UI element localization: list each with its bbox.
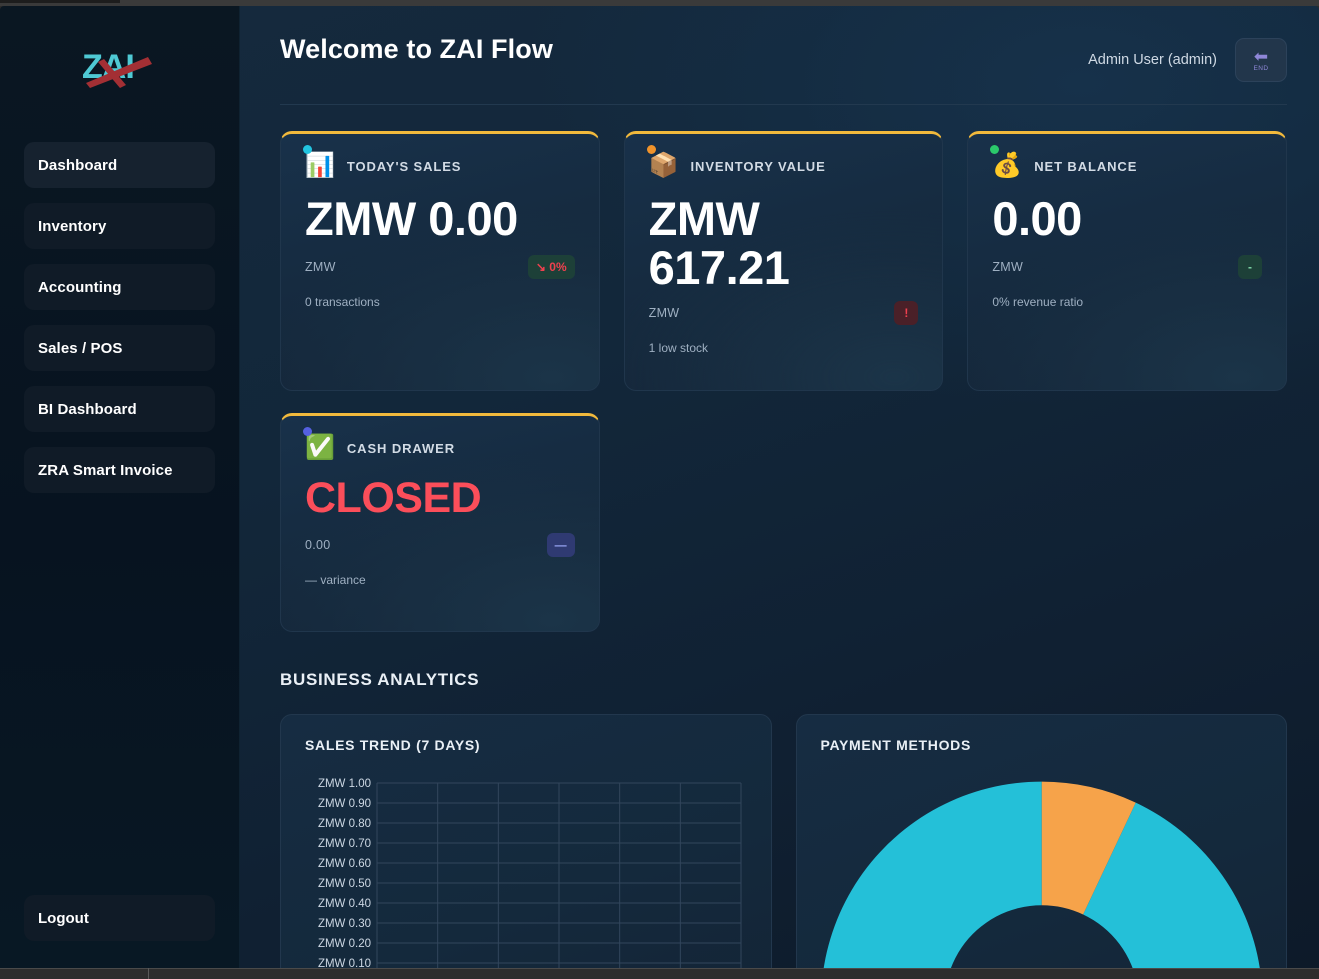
payment-methods-svg bbox=[821, 781, 1263, 968]
kpi-footnote: 0 transactions bbox=[305, 295, 380, 310]
check-mark-icon: ✅ bbox=[303, 427, 335, 460]
package-icon: 📦 bbox=[646, 145, 679, 178]
y-axis-tick-label: ZMW 0.70 bbox=[318, 838, 371, 850]
kpi-header: ✅ CASH DRAWER bbox=[303, 427, 575, 460]
sidebar-item-accounting[interactable]: Accounting bbox=[24, 264, 215, 310]
kpi-trend-badge[interactable]: - bbox=[1237, 255, 1262, 280]
logout-button[interactable]: Logout bbox=[24, 895, 215, 941]
kpi-value: CLOSED bbox=[305, 474, 482, 522]
panel-title: PAYMENT METHODS bbox=[820, 737, 972, 753]
application-window: ZAI Dashboard Inventory Accounting Sales… bbox=[0, 6, 1319, 968]
end-button-caption: END bbox=[1253, 64, 1269, 72]
y-axis-tick-label: ZMW 0.60 bbox=[318, 858, 371, 870]
sales-trend-chart[interactable]: ZMW 1.00 ZMW 0.90 ZMW 0.80 ZMW 0.70 ZMW 0.60… bbox=[305, 775, 747, 968]
y-axis-tick-label: ZMW 0.40 bbox=[318, 898, 371, 910]
kpi-footnote: 1 low stock bbox=[648, 340, 709, 355]
sidebar-item-label: BI Dashboard bbox=[38, 400, 137, 418]
panel-sales-trend: SALES TREND (7 DAYS) ZMW 1.00 ZMW 0.90 ZMW… bbox=[280, 714, 772, 968]
sidebar-item-sales-pos[interactable]: Sales / POS bbox=[24, 325, 215, 371]
kpi-title: TODAY'S SALES bbox=[346, 158, 462, 174]
kpi-card-net-balance[interactable]: 💰 NET BALANCE 0.00 ZMW - 0% revenue rati… bbox=[967, 131, 1287, 391]
sidebar-nav: Dashboard Inventory Accounting Sales / P… bbox=[0, 124, 239, 493]
sidebar-item-label: Accounting bbox=[38, 278, 122, 296]
payment-methods-chart[interactable] bbox=[821, 767, 1263, 968]
donut-slice[interactable] bbox=[1041, 781, 1136, 915]
kpi-header: 💰 NET BALANCE bbox=[990, 145, 1262, 178]
status-dot bbox=[990, 145, 1000, 154]
zai-logo: ZAI bbox=[82, 45, 158, 88]
sidebar: ZAI Dashboard Inventory Accounting Sales… bbox=[0, 6, 240, 968]
kpi-meta-row: 0.00 — bbox=[305, 533, 575, 558]
money-bag-icon: 💰 bbox=[990, 145, 1022, 178]
y-axis-tick-label: ZMW 0.90 bbox=[318, 798, 371, 810]
kpi-header: 📊 TODAY'S SALES bbox=[303, 145, 575, 178]
kpi-card-grid: 📊 TODAY'S SALES ZMW 0.00 ZMW ↘ 0% 0 tran… bbox=[280, 131, 1287, 632]
panel-payment-methods: PAYMENT METHODS bbox=[795, 714, 1287, 968]
kpi-currency: ZMW bbox=[992, 260, 1024, 275]
kpi-title: NET BALANCE bbox=[1034, 158, 1138, 174]
kpi-meta-row: ZMW ! bbox=[648, 300, 919, 325]
main-content: Welcome to ZAI Flow Admin User (admin) ⬅… bbox=[240, 6, 1319, 968]
sidebar-item-label: ZRA Smart Invoice bbox=[38, 461, 173, 479]
kpi-card-cash-drawer[interactable]: ✅ CASH DRAWER CLOSED 0.00 — — variance bbox=[280, 413, 600, 632]
os-chrome-top-bar bbox=[0, 0, 1319, 6]
sidebar-item-inventory[interactable]: Inventory bbox=[24, 203, 215, 249]
os-chrome-divider bbox=[148, 968, 149, 979]
sidebar-item-dashboard[interactable]: Dashboard bbox=[24, 142, 215, 188]
logout-container: Logout bbox=[0, 895, 239, 968]
analytics-section-title: BUSINESS ANALYTICS bbox=[280, 670, 480, 689]
panel-title: SALES TREND (7 DAYS) bbox=[305, 737, 481, 753]
sidebar-item-bi-dashboard[interactable]: BI Dashboard bbox=[24, 386, 215, 432]
logout-label: Logout bbox=[38, 909, 89, 927]
kpi-currency: ZMW bbox=[648, 305, 680, 320]
end-session-button[interactable]: ⬅ END bbox=[1235, 38, 1287, 82]
kpi-alert-badge[interactable]: ! bbox=[894, 300, 919, 325]
sidebar-item-label: Inventory bbox=[38, 217, 107, 235]
header-actions: Admin User (admin) ⬅ END bbox=[1088, 34, 1287, 82]
logo-container[interactable]: ZAI bbox=[0, 6, 239, 124]
sidebar-item-label: Dashboard bbox=[38, 156, 118, 174]
sales-trend-svg: ZMW 1.00 ZMW 0.90 ZMW 0.80 ZMW 0.70 ZMW 0.60… bbox=[318, 778, 742, 968]
kpi-footnote: — variance bbox=[305, 573, 366, 588]
y-axis-tick-label: ZMW 1.00 bbox=[318, 778, 371, 790]
os-chrome-top-left bbox=[0, 0, 120, 3]
bar-chart-icon: 📊 bbox=[303, 145, 335, 178]
sidebar-item-label: Sales / POS bbox=[38, 339, 123, 357]
kpi-card-todays-sales[interactable]: 📊 TODAY'S SALES ZMW 0.00 ZMW ↘ 0% 0 tran… bbox=[280, 131, 600, 391]
kpi-footnote: 0% revenue ratio bbox=[992, 295, 1084, 310]
kpi-value: 0.00 bbox=[992, 192, 1082, 245]
y-axis-tick-label: ZMW 0.20 bbox=[318, 938, 371, 950]
left-arrow-icon: ⬅ bbox=[1253, 46, 1269, 66]
kpi-value: ZMW 0.00 bbox=[305, 192, 518, 245]
kpi-title: INVENTORY VALUE bbox=[690, 158, 826, 174]
status-dot bbox=[303, 145, 312, 154]
kpi-trend-badge[interactable]: ↘ 0% bbox=[527, 255, 575, 280]
sidebar-item-zra-smart-invoice[interactable]: ZRA Smart Invoice bbox=[24, 447, 215, 493]
status-dot bbox=[646, 145, 656, 154]
kpi-title: CASH DRAWER bbox=[346, 440, 456, 456]
y-axis-tick-label: ZMW 0.30 bbox=[318, 918, 371, 930]
kpi-amount: 0.00 bbox=[305, 538, 331, 553]
kpi-meta-row: ZMW - bbox=[992, 255, 1262, 280]
analytics-grid: SALES TREND (7 DAYS) ZMW 1.00 ZMW 0.90 ZMW… bbox=[280, 714, 1287, 968]
status-dot bbox=[303, 427, 312, 436]
current-user-label: Admin User (admin) bbox=[1088, 52, 1217, 68]
y-axis-tick-label: ZMW 0.10 bbox=[318, 958, 371, 968]
kpi-value: ZMW 617.21 bbox=[648, 192, 790, 295]
kpi-variance-badge[interactable]: — bbox=[546, 533, 575, 558]
donut-slice[interactable] bbox=[821, 781, 1263, 968]
y-axis-tick-label: ZMW 0.50 bbox=[318, 878, 371, 890]
kpi-currency: ZMW bbox=[305, 260, 336, 275]
kpi-header: 📦 INVENTORY VALUE bbox=[646, 145, 919, 178]
kpi-meta-row: ZMW ↘ 0% bbox=[305, 255, 575, 280]
page-title: Welcome to ZAI Flow bbox=[280, 34, 553, 64]
zai-logo-icon: ZAI bbox=[82, 48, 152, 88]
y-axis-tick-label: ZMW 0.80 bbox=[318, 818, 371, 830]
os-chrome-bottom-bar bbox=[0, 968, 1319, 979]
page-header: Welcome to ZAI Flow Admin User (admin) ⬅… bbox=[280, 34, 1287, 105]
kpi-card-inventory-value[interactable]: 📦 INVENTORY VALUE ZMW 617.21 ZMW ! 1 low… bbox=[623, 131, 944, 391]
